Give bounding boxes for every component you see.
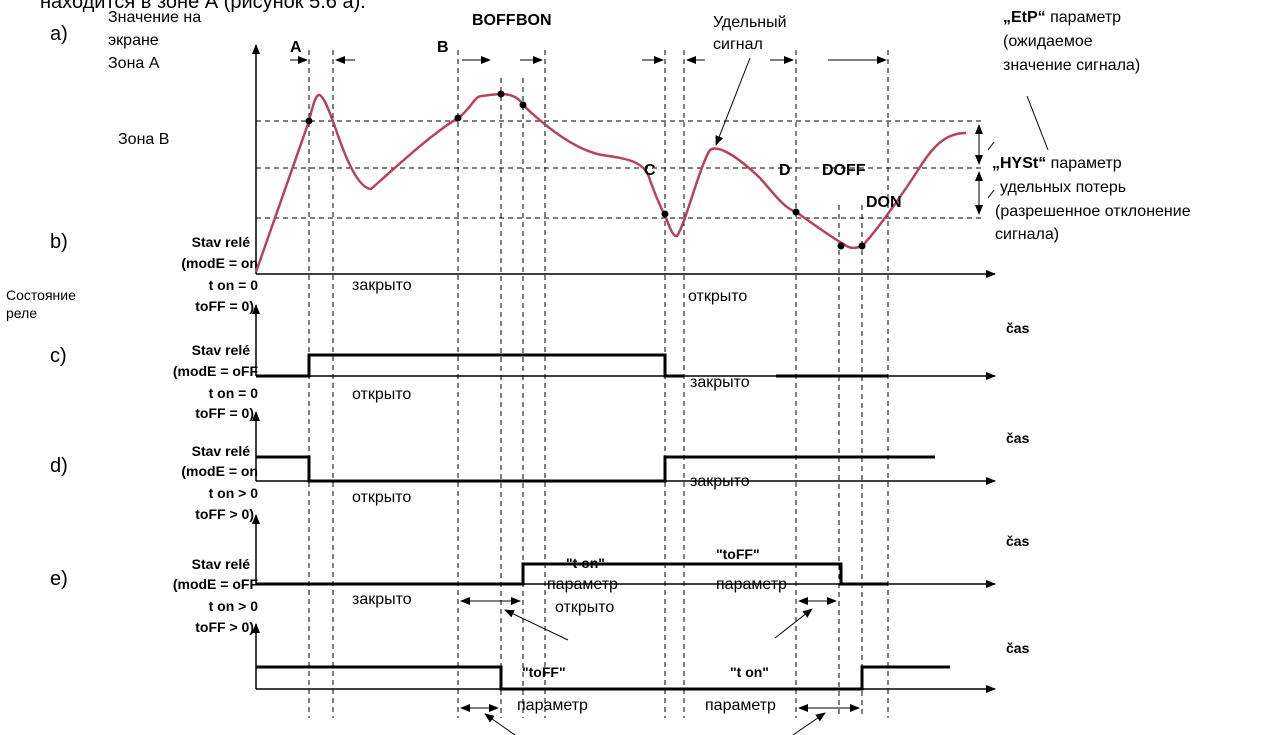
threshold-lines bbox=[256, 120, 985, 219]
specific-signal-line2: сигнал bbox=[713, 36, 763, 53]
relay-e-signal bbox=[256, 562, 888, 586]
etp-line2: (ожидаемое bbox=[1003, 33, 1093, 50]
state-d-open: открыто bbox=[352, 489, 411, 506]
state-b-closed: закрыто bbox=[352, 277, 412, 294]
time-label-c: čas bbox=[1006, 430, 1030, 446]
curve-points bbox=[305, 90, 866, 250]
panel-label-b: b) bbox=[50, 231, 68, 253]
svg-text:t on = 0: t on = 0 bbox=[209, 385, 259, 401]
state-e-t-on: "t on" bbox=[566, 555, 605, 571]
svg-text:(modE = oFF: (modE = oFF bbox=[173, 363, 259, 379]
specific-signal-line1: Удельный bbox=[713, 14, 787, 31]
state-d-closed: закрыто bbox=[690, 473, 750, 490]
state-c-closed: закрыто bbox=[690, 374, 750, 391]
etp-pointer bbox=[1026, 95, 1049, 151]
svg-text:toFF > 0): toFF > 0) bbox=[195, 619, 254, 635]
timing-arrows-bottom bbox=[460, 704, 860, 735]
point-label-b-on: BON bbox=[516, 12, 552, 29]
time-label-e: čas bbox=[1006, 640, 1030, 656]
bottom-param-2: параметр bbox=[705, 697, 776, 714]
bottom-param-1: параметр bbox=[517, 697, 588, 714]
point-label-a: A bbox=[290, 39, 302, 56]
timing-arrows-e bbox=[460, 597, 837, 641]
state-e-t-off: "toFF" bbox=[716, 546, 760, 562]
specific-signal-pointer bbox=[715, 57, 751, 146]
point-label-c: C bbox=[644, 162, 656, 179]
svg-text:(modE = on: (modE = on bbox=[181, 463, 258, 479]
relay-bottom-signal bbox=[256, 665, 950, 691]
svg-text:Stav relé: Stav relé bbox=[192, 342, 251, 358]
point-label-d: D bbox=[779, 162, 791, 179]
bottom-t-on: "t on" bbox=[730, 664, 769, 680]
svg-text:Stav relé: Stav relé bbox=[192, 443, 251, 459]
point-label-d-on: DON bbox=[866, 194, 902, 211]
svg-text:t on = 0: t on = 0 bbox=[209, 277, 259, 293]
svg-text:toFF = 0): toFF = 0) bbox=[195, 405, 254, 421]
hyst-line1: „HYSt“ параметр bbox=[992, 155, 1122, 172]
time-label-d: čas bbox=[1006, 533, 1030, 549]
state-e-param-2: параметр bbox=[716, 576, 787, 593]
state-e-param-1: параметр bbox=[547, 576, 618, 593]
panel-label-e: e) bbox=[50, 568, 68, 590]
svg-text:Stav relé: Stav relé bbox=[192, 556, 251, 572]
point-label-b: B bbox=[437, 39, 449, 56]
time-label-b: čas bbox=[1006, 320, 1030, 336]
bottom-t-off: "toFF" bbox=[522, 664, 566, 680]
panel-label-c: c) bbox=[50, 345, 67, 367]
relay-state-line2: реле bbox=[6, 305, 37, 321]
relay-label-b: Stav relé (modE = on t on = 0 toFF = 0) bbox=[181, 234, 258, 314]
hyst-line2: удельных потерь bbox=[1000, 179, 1126, 196]
svg-text:toFF > 0): toFF > 0) bbox=[195, 506, 254, 522]
zone-a-label: Зона A bbox=[108, 55, 160, 72]
dashed-verticals bbox=[308, 50, 889, 718]
svg-text:Stav relé: Stav relé bbox=[192, 234, 251, 250]
zone-b-label: Зона B bbox=[118, 131, 169, 148]
state-b-open: открыто bbox=[688, 288, 747, 305]
display-value-line1: Значение на bbox=[108, 9, 201, 26]
etp-line1: „EtP“ параметр bbox=[1003, 9, 1121, 26]
display-value-line2: экране bbox=[108, 32, 159, 49]
etp-line3: значение сигнала) bbox=[1003, 57, 1140, 74]
hyst-line3: (разрешенное отклонение bbox=[995, 203, 1191, 220]
relay-c-signal bbox=[256, 353, 684, 378]
svg-text:t on > 0: t on > 0 bbox=[209, 598, 259, 614]
signal-curve bbox=[254, 92, 967, 273]
panel-label-d: d) bbox=[50, 455, 68, 477]
svg-text:t on > 0: t on > 0 bbox=[209, 485, 259, 501]
relay-d-signal bbox=[256, 455, 935, 483]
point-label-b-off: BOFF bbox=[472, 12, 516, 29]
svg-text:(modE = oFF: (modE = oFF bbox=[173, 576, 259, 592]
panel-label-a: a) bbox=[50, 23, 68, 45]
state-e-closed: закрыто bbox=[352, 591, 412, 608]
state-e-open: открыто bbox=[555, 599, 614, 616]
relay-state-line1: Состояние bbox=[6, 287, 76, 303]
svg-text:(modE = on: (modE = on bbox=[181, 255, 258, 271]
hyst-line4: сигнала) bbox=[995, 226, 1059, 243]
svg-text:toFF = 0): toFF = 0) bbox=[195, 298, 254, 314]
point-label-d-off: DOFF bbox=[822, 162, 866, 179]
top-cut-text: находится в зоне А (рисунок 5.6 а). bbox=[40, 0, 366, 13]
state-c-open: открыто bbox=[352, 386, 411, 403]
relay-label-c: Stav relé (modE = oFF t on = 0 toFF = 0) bbox=[173, 342, 259, 421]
hysteresis-bracket bbox=[975, 124, 995, 215]
relay-label-e: Stav relé (modE = oFF t on > 0 toFF > 0) bbox=[173, 556, 259, 635]
relay-label-d: Stav relé (modE = on t on > 0 toFF > 0) bbox=[181, 443, 258, 522]
